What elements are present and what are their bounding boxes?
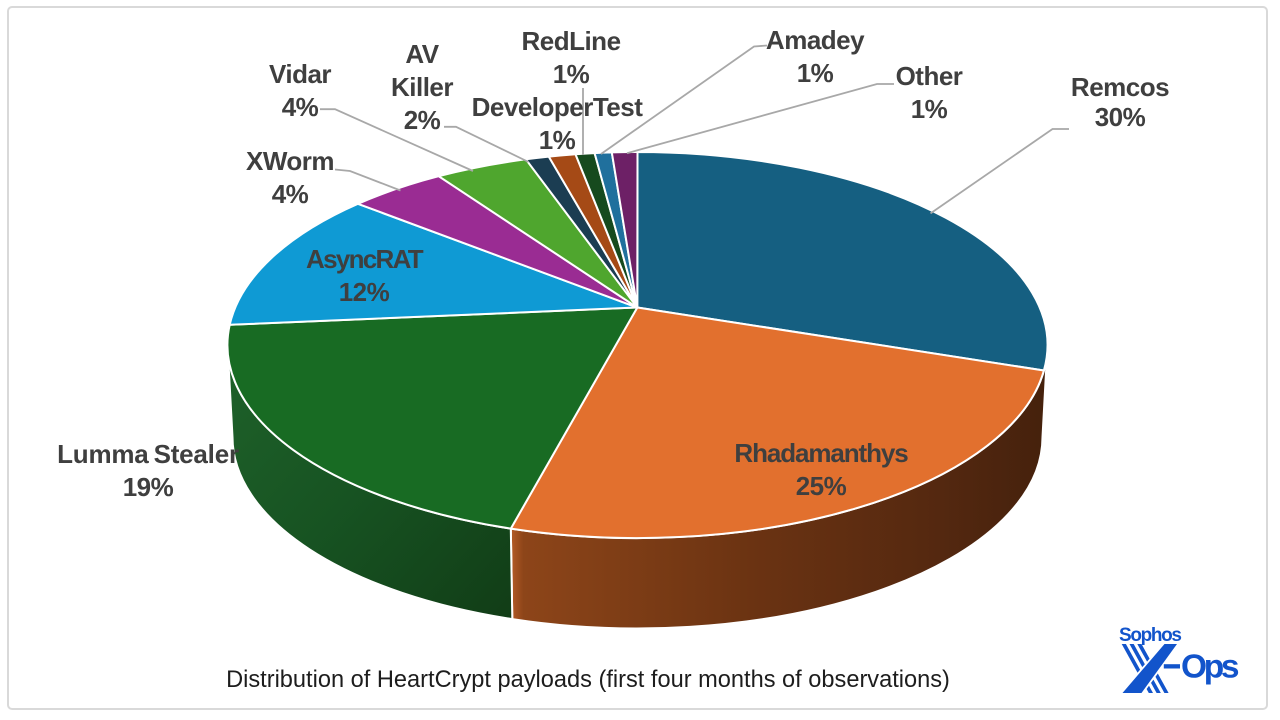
svg-text:Sophos: Sophos [1119, 625, 1182, 646]
svg-text:Ops: Ops [1181, 649, 1239, 686]
